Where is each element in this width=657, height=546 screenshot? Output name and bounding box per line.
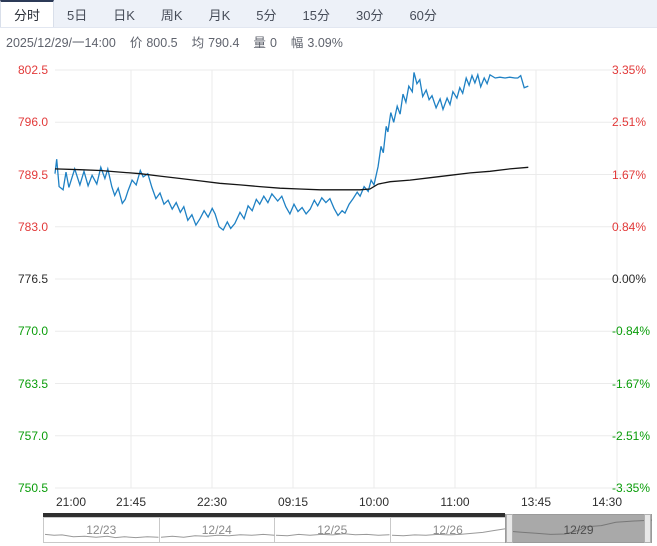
navigator-sparkline — [275, 533, 390, 537]
navigator-day-12-26[interactable]: 12/26 — [389, 517, 506, 543]
y-axis-price-tick: 770.0 — [17, 324, 48, 339]
x-axis-time-tick: 13:45 — [520, 495, 552, 509]
navigator-sparkline — [506, 519, 653, 535]
x-axis-time-tick: 22:30 — [196, 495, 228, 509]
y-axis-percent-tick: -2.51% — [612, 428, 651, 443]
navigator-sparkline — [160, 533, 275, 538]
price-line — [54, 72, 529, 231]
tab-period-8[interactable]: 60分 — [409, 8, 437, 23]
navigator-day-12-23[interactable]: 12/23 — [43, 517, 159, 543]
quote-infobar: 2025/12/29/一14:00 价 800.5 均 790.4 量 0 幅 3.09% — [6, 31, 343, 51]
y-axis-price-tick: 750.5 — [17, 481, 48, 495]
tab-period-4[interactable]: 月K — [208, 8, 231, 23]
navigator-scrollbar[interactable] — [43, 513, 505, 517]
y-axis-price-tick: 757.0 — [17, 428, 48, 443]
y-axis-percent-tick: 0.84% — [612, 219, 647, 234]
navigator-day-label: 12/23 — [86, 523, 117, 537]
y-axis-percent-tick: -1.67% — [612, 376, 651, 391]
x-axis-time-tick: 10:00 — [358, 495, 390, 509]
tab-period-3[interactable]: 周K — [160, 8, 183, 23]
tab-period-5[interactable]: 5分 — [256, 8, 277, 23]
quote-field-价: 价 800.5 — [129, 35, 178, 50]
navigator-sparkline — [44, 533, 159, 539]
navigator-day-label: 12/29 — [563, 523, 594, 537]
x-axis-time-tick: 09:15 — [277, 495, 309, 509]
quote-datetime: 2025/12/29/一14:00 — [6, 35, 116, 50]
y-axis-price-tick: 776.5 — [17, 272, 48, 286]
tab-period-2[interactable]: 日K — [113, 8, 135, 23]
y-axis-percent-tick: -3.35% — [612, 481, 651, 495]
navigator-strip: 12/23 12/24 12/25 12/26 12/29 — [43, 514, 653, 543]
navigator-day-label: 12/25 — [317, 523, 348, 537]
navigator-day-label: 12/26 — [432, 523, 463, 537]
navigator-day-label: 12/24 — [201, 523, 232, 537]
y-axis-price-tick: 802.5 — [17, 63, 48, 77]
y-axis-price-tick: 783.0 — [17, 219, 48, 234]
x-axis-time-tick: 14:30 — [591, 495, 623, 509]
tab-fenshi[interactable]: 分时 — [0, 0, 55, 27]
y-axis-percent-tick: 0.00% — [612, 272, 647, 286]
quote-field-均: 均 790.4 — [191, 35, 240, 50]
price-chart-canvas — [54, 69, 635, 489]
period-tabbar: 分时 5日 日K 周K 月K 5分 15分 30分 60分 — [0, 0, 657, 28]
quote-field-幅: 幅 3.09% — [290, 35, 343, 50]
navigator-sparkline — [391, 528, 506, 537]
y-axis-percent-tick: 2.51% — [612, 115, 647, 130]
chart-plot-area[interactable]: 802.5 796.0 789.5 783.0 776.5 770.0 763.5 757.0… — [0, 53, 657, 513]
x-axis-time-tick: 21:45 — [115, 495, 147, 509]
x-axis-time-tick: 21:00 — [55, 495, 87, 509]
y-axis-percent-tick: -0.84% — [612, 324, 651, 339]
tab-period-7[interactable]: 30分 — [355, 8, 384, 23]
navigator-day-12-24[interactable]: 12/24 — [158, 517, 275, 543]
navigator-day-12-29[interactable]: 12/29 — [505, 514, 653, 543]
y-axis-percent-tick: 3.35% — [612, 63, 647, 77]
average-line — [54, 166, 529, 191]
navigator-day-12-25[interactable]: 12/25 — [274, 517, 390, 543]
y-axis-price-tick: 789.5 — [17, 167, 48, 182]
date-navigator: 12/23 12/24 12/25 12/26 12/29 — [0, 512, 657, 546]
navigator-right-handle[interactable] — [644, 514, 651, 543]
tab-period-6[interactable]: 15分 — [302, 8, 330, 23]
navigator-left-handle[interactable] — [506, 514, 513, 543]
y-axis-price-tick: 796.0 — [17, 115, 48, 130]
tab-period-1[interactable]: 5日 — [67, 8, 88, 23]
y-axis-price-tick: 763.5 — [17, 376, 48, 391]
x-axis-time-tick: 11:00 — [440, 495, 470, 509]
y-axis-percent-tick: 1.67% — [612, 167, 647, 182]
